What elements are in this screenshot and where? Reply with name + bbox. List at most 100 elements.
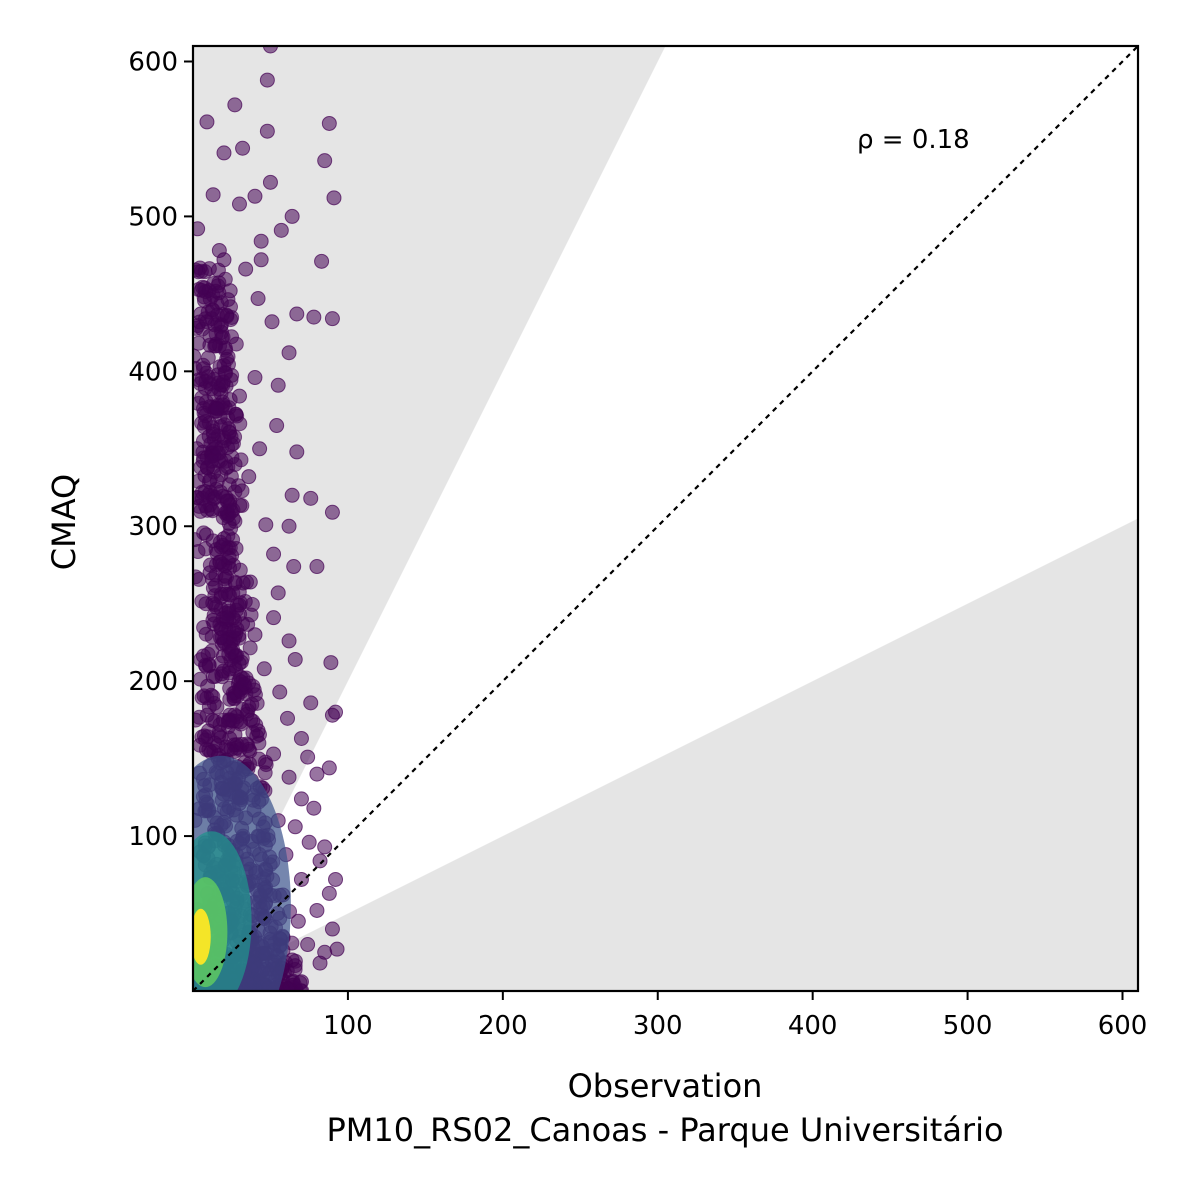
scatter-point bbox=[205, 689, 221, 705]
scatter-point bbox=[272, 684, 288, 700]
scatter-point bbox=[309, 559, 325, 575]
scatter-point bbox=[213, 620, 229, 636]
scatter-point bbox=[207, 597, 223, 613]
scatter-point bbox=[252, 441, 268, 457]
scatter-point bbox=[281, 769, 297, 785]
scatter-point bbox=[253, 252, 269, 268]
scatter-point bbox=[284, 952, 300, 968]
scatter-point bbox=[247, 627, 263, 643]
scatter-point bbox=[227, 456, 243, 472]
scatter-point bbox=[287, 819, 303, 835]
scatter-point bbox=[228, 336, 244, 352]
scatter-point bbox=[303, 490, 319, 506]
y-tick-label: 100 bbox=[128, 822, 178, 852]
scatter-point bbox=[321, 760, 337, 776]
scatter-point bbox=[303, 695, 319, 711]
scatter-point bbox=[247, 370, 263, 386]
scatter-point bbox=[226, 623, 242, 639]
scatter-point bbox=[222, 587, 238, 603]
scatter-point bbox=[289, 306, 305, 322]
scatter-point bbox=[194, 729, 210, 745]
scatter-point bbox=[293, 871, 309, 887]
scatter-point bbox=[205, 187, 221, 203]
y-tick-label: 400 bbox=[128, 357, 178, 387]
scatter-point bbox=[321, 115, 337, 131]
scatter-point bbox=[309, 766, 325, 782]
x-tick-label: 200 bbox=[478, 1011, 528, 1041]
y-tick-label: 300 bbox=[128, 512, 178, 542]
scatter-point bbox=[324, 311, 340, 327]
x-tick-label: 600 bbox=[1098, 1011, 1148, 1041]
scatter-point bbox=[300, 749, 316, 765]
y-tick-label: 200 bbox=[128, 667, 178, 697]
scatter-point bbox=[193, 671, 208, 687]
y-axis-ticks: 100 200 300 400 500 600 bbox=[128, 47, 193, 852]
scatter-point bbox=[201, 428, 217, 444]
scatter-point bbox=[198, 626, 214, 642]
scatter-point bbox=[205, 669, 221, 685]
scatter-point bbox=[270, 585, 286, 601]
scatter-point bbox=[324, 504, 340, 520]
scatter-point bbox=[209, 401, 225, 417]
scatter-point bbox=[201, 474, 217, 490]
scatter-point bbox=[284, 208, 300, 224]
scatter-point bbox=[244, 696, 260, 712]
x-tick-label: 400 bbox=[788, 1011, 838, 1041]
scatter-point bbox=[207, 317, 223, 333]
scatter-point bbox=[329, 941, 345, 957]
scatter-point bbox=[212, 501, 228, 517]
y-tick-label: 500 bbox=[128, 202, 178, 232]
scatter-point bbox=[241, 741, 257, 757]
scatter-point bbox=[312, 955, 328, 971]
scatter-point bbox=[242, 640, 258, 656]
scatter-point bbox=[253, 233, 269, 249]
x-axis-ticks: 100 200 300 400 500 600 bbox=[323, 991, 1147, 1041]
scatter-point bbox=[222, 283, 238, 299]
scatter-point bbox=[286, 559, 302, 575]
scatter-point bbox=[234, 483, 250, 499]
y-tick-label: 600 bbox=[128, 47, 178, 77]
scatter-point bbox=[293, 791, 309, 807]
scatter-point bbox=[262, 174, 278, 190]
plot-frame bbox=[191, 44, 1140, 993]
scatter-point bbox=[290, 913, 306, 929]
scatter-point bbox=[317, 153, 333, 169]
scatter-point bbox=[235, 140, 251, 156]
scatter-point bbox=[250, 723, 266, 739]
scatter-point bbox=[247, 188, 263, 204]
scatter-point bbox=[221, 477, 237, 493]
scatter-point bbox=[293, 730, 309, 746]
scatter-point bbox=[257, 765, 273, 781]
y-axis-label: CMAQ bbox=[45, 474, 83, 570]
scatter-point bbox=[258, 517, 274, 533]
scatter-point bbox=[259, 123, 275, 139]
scatter-point bbox=[326, 190, 342, 206]
x-tick-label: 500 bbox=[943, 1011, 993, 1041]
scatter-point bbox=[314, 253, 330, 269]
scatter-point bbox=[216, 145, 232, 161]
scatter-point bbox=[281, 633, 297, 649]
scatter-point bbox=[328, 871, 344, 887]
x-tick-label: 100 bbox=[323, 1011, 373, 1041]
scatter-point bbox=[312, 853, 328, 869]
scatter-point bbox=[231, 597, 247, 613]
scatter-point bbox=[301, 834, 317, 850]
scatter-point bbox=[266, 610, 282, 626]
scatter-point bbox=[264, 314, 280, 330]
scatter-point bbox=[324, 707, 340, 723]
scatter-point bbox=[321, 885, 337, 901]
scatter-point bbox=[287, 651, 303, 667]
x-axis-sublabel: PM10_RS02_Canoas - Parque Universitário bbox=[326, 1111, 1003, 1149]
scatter-point bbox=[281, 345, 297, 361]
scatter-point bbox=[198, 658, 214, 674]
scatter-point bbox=[309, 902, 325, 918]
scatter-point bbox=[231, 388, 247, 404]
scatter-point bbox=[221, 713, 237, 729]
scatter-point bbox=[225, 511, 241, 526]
scatter-point bbox=[195, 361, 211, 377]
scatter-point bbox=[240, 616, 256, 632]
density-peak bbox=[193, 908, 211, 965]
scatter-point bbox=[221, 550, 237, 566]
scatter-point bbox=[242, 574, 258, 590]
